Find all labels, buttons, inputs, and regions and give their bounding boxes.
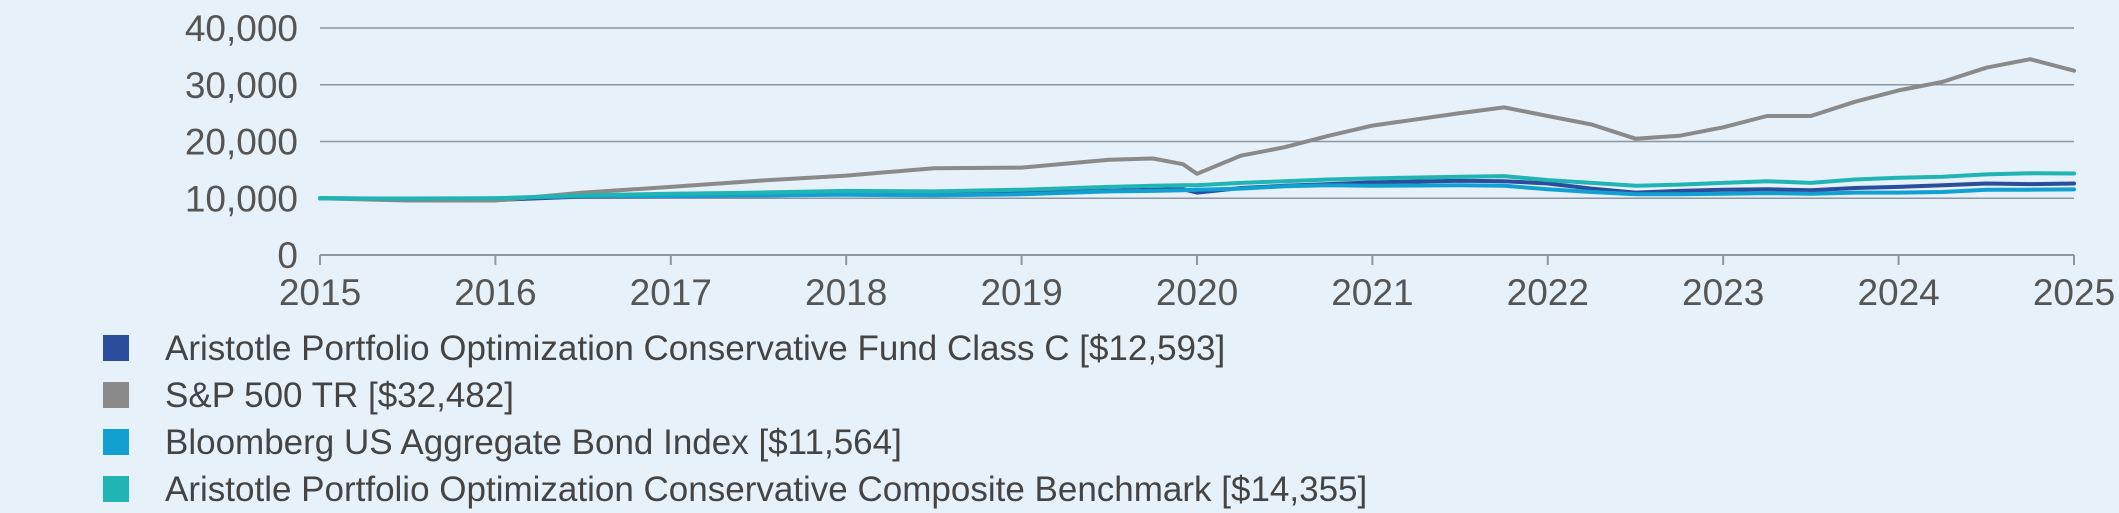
legend-label-2: S&P 500 TR [$32,482] — [165, 376, 514, 415]
series-line-2 — [318, 57, 2076, 203]
x-tick-label: 2017 — [630, 272, 712, 313]
legend-label-3: Bloomberg US Aggregate Bond Index [$11,5… — [165, 423, 902, 462]
x-tick-label: 2019 — [980, 272, 1062, 313]
x-tick-label: 2018 — [805, 272, 887, 313]
legend-swatch-3 — [103, 429, 129, 455]
x-tick-label: 2016 — [454, 272, 536, 313]
legend-label-1: Aristotle Portfolio Optimization Conserv… — [165, 329, 1225, 368]
gridlines — [320, 27, 2074, 199]
x-tick-label: 2021 — [1331, 272, 1413, 313]
axes: 0 10,000 20,000 30,000 40,000 2015 2016 2017 201… — [185, 8, 2115, 313]
y-tick-label: 10,000 — [185, 178, 298, 219]
series-lines — [318, 57, 2076, 203]
x-tick-label: 2015 — [279, 272, 361, 313]
series-line-3 — [318, 183, 2076, 201]
y-tick-label: 30,000 — [185, 65, 298, 106]
x-tick-label: 2023 — [1682, 272, 1764, 313]
x-tick-label: 2024 — [1857, 272, 1939, 313]
legend-swatch-1 — [103, 335, 129, 361]
legend-swatch-4 — [103, 476, 129, 502]
legend: Aristotle Portfolio Optimization Conserv… — [103, 329, 1367, 509]
x-tick-label: 2020 — [1156, 272, 1238, 313]
y-tick-label: 20,000 — [185, 122, 298, 163]
x-tick-label: 2022 — [1507, 272, 1589, 313]
series-line-4 — [318, 171, 2076, 201]
y-tick-label: 0 — [277, 235, 298, 276]
x-tick-label: 2025 — [2033, 272, 2115, 313]
legend-label-4: Aristotle Portfolio Optimization Conserv… — [165, 470, 1367, 509]
y-tick-label: 40,000 — [185, 8, 298, 49]
legend-swatch-2 — [103, 382, 129, 408]
